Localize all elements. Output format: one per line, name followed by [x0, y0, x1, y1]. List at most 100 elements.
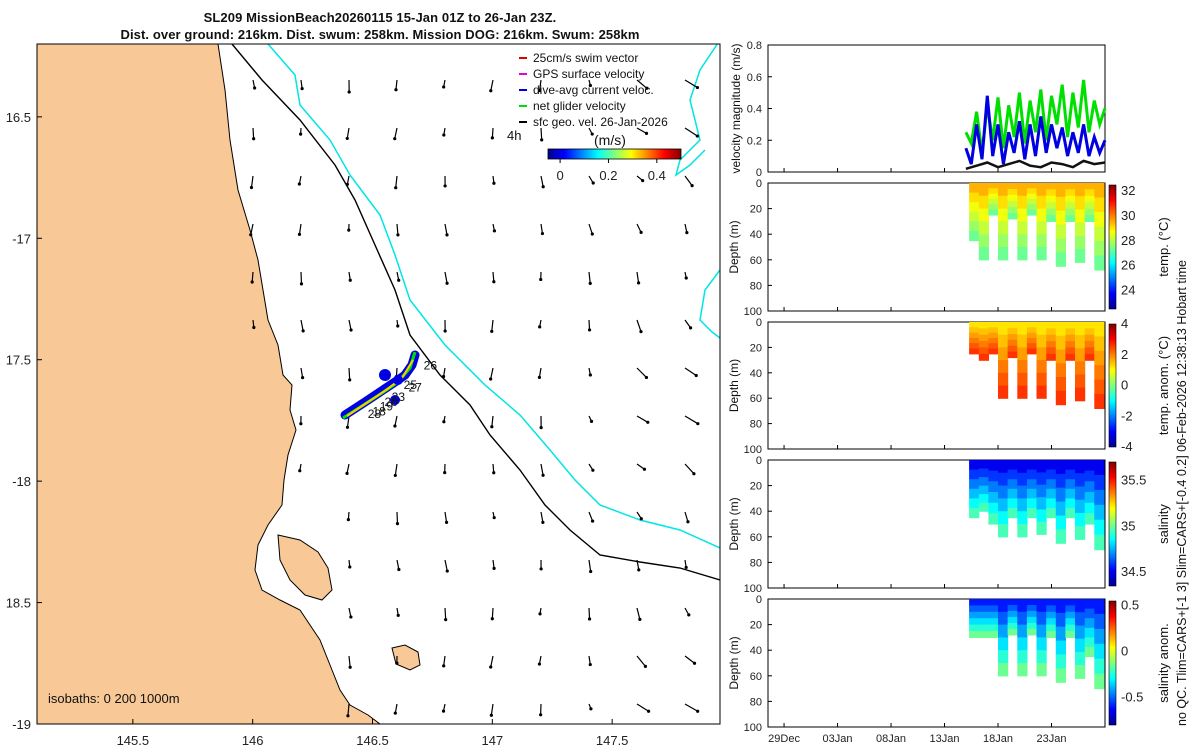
- profile-cell: [978, 605, 989, 613]
- velocity-vector-head: [644, 375, 649, 380]
- velocity-vector-head: [441, 709, 446, 713]
- velocity-vector: [636, 367, 647, 378]
- velocity-vector-head: [348, 378, 352, 382]
- velocity-ytick-label: 0.4: [747, 104, 762, 116]
- profile-ytick-label: 100: [744, 306, 762, 318]
- profile-ytick-label: 80: [750, 696, 762, 708]
- profile-cell: [1084, 208, 1095, 216]
- profile-colorbar-label: salinity anom.: [1156, 623, 1171, 702]
- velocity-vector-head: [687, 613, 691, 617]
- profile-cell: [1075, 651, 1086, 666]
- velocity-vector-head: [588, 83, 592, 88]
- profile-cell: [1084, 328, 1095, 336]
- profile-cell: [1017, 195, 1028, 210]
- velocity-vector: [298, 223, 302, 235]
- velocity-vector-head: [444, 520, 449, 524]
- profile-cell: [1026, 498, 1038, 509]
- time-tick-label: 23Jan: [1037, 733, 1067, 745]
- velocity-vector: [348, 655, 351, 668]
- velocity-vector: [491, 415, 494, 427]
- velocity-vector-head: [345, 136, 349, 141]
- geostrophic-velocity-vectors: [249, 79, 700, 718]
- velocity-vector: [300, 367, 304, 378]
- profile-ytick-label: 60: [750, 393, 762, 405]
- velocity-vector: [540, 127, 543, 140]
- profile-cell: [1075, 460, 1086, 474]
- profile-cell: [998, 524, 1009, 538]
- profile-colorbar-tick-label: 0: [1121, 644, 1128, 659]
- velocity-vector-head: [646, 420, 650, 424]
- profile-colorbar-tick-label: -2: [1121, 408, 1133, 423]
- profile-cell: [1017, 485, 1028, 499]
- velocity-ytick-label: 0.2: [747, 135, 762, 147]
- profile-cell: [1017, 637, 1028, 651]
- profile-cell: [988, 343, 999, 350]
- velocity-vector: [684, 175, 693, 186]
- velocity-vector-head: [492, 181, 496, 185]
- profile-ytick-label: 0: [756, 178, 762, 190]
- profile-cell: [978, 631, 989, 638]
- profile-cell: [1094, 534, 1105, 551]
- profile-cell: [978, 468, 989, 478]
- profile-panel-frame: [767, 321, 1106, 450]
- velocity-vector-head: [489, 89, 493, 93]
- velocity-vector: [636, 271, 640, 283]
- profile-cell: [1017, 347, 1028, 361]
- velocity-vector: [396, 559, 400, 570]
- profile-cell: [1036, 347, 1047, 361]
- profile-cell: [978, 234, 989, 248]
- profile-cell: [1075, 473, 1086, 487]
- profile-cell: [1065, 460, 1076, 471]
- velocity-vector-head: [490, 136, 494, 140]
- profile-cell: [1026, 348, 1038, 355]
- profile-cell: [1065, 605, 1076, 613]
- velocity-vector-head: [396, 324, 400, 328]
- profile-cell: [998, 385, 1009, 399]
- profile-cell: [1075, 612, 1086, 626]
- velocity-vector: [395, 175, 398, 188]
- profile-cell: [998, 322, 1009, 336]
- velocity-vector-head: [537, 662, 542, 666]
- velocity-vector-head: [541, 520, 545, 524]
- profile-cell: [988, 183, 999, 189]
- profile-cell: [978, 502, 989, 512]
- velocity-vector: [540, 463, 544, 476]
- profile-cell: [1026, 508, 1038, 519]
- profile-cell: [1084, 189, 1095, 197]
- velocity-vector: [636, 703, 649, 712]
- profile-cell: [988, 199, 999, 205]
- profile-cell: [998, 485, 1009, 499]
- velocity-vector: [540, 175, 544, 187]
- velocity-vector-head: [396, 613, 400, 617]
- velocity-vector: [684, 319, 692, 329]
- profile-cell: [1065, 618, 1076, 626]
- velocity-vector-head: [541, 473, 545, 477]
- profile-colorbar: [1108, 323, 1117, 448]
- profile-cell: [1055, 377, 1066, 392]
- profile-cell: [969, 488, 980, 499]
- profile-cell: [998, 334, 1009, 348]
- profile-cell: [1036, 460, 1047, 473]
- profile-cell: [1094, 673, 1105, 690]
- velocity-vector-head: [252, 137, 256, 141]
- profile-cell: [969, 348, 980, 355]
- profile-colorbar: [1108, 184, 1117, 310]
- velocity-vector-head: [539, 567, 543, 571]
- profile-cell: [1036, 183, 1047, 197]
- profile-cell: [969, 202, 980, 213]
- profile-cell: [969, 611, 980, 619]
- velocity-vector: [540, 223, 544, 234]
- time-axis: 29Dec 03Jan 08Jan 13Jan 18Jan 23Jan: [768, 168, 1067, 745]
- velocity-vector-head: [587, 617, 592, 621]
- velocity-vector: [394, 463, 398, 476]
- profile-cell: [1007, 333, 1018, 341]
- velocity-vector: [684, 703, 698, 712]
- map-axis-ticks: 145.5 146 146.5 147 147.5 16.5 -17 17.5 -18 18.5 -…: [6, 110, 629, 748]
- profile-cell: [978, 221, 989, 235]
- velocity-vector-head: [684, 276, 688, 280]
- profile-cell: [998, 247, 1009, 261]
- profile-cell: [1075, 222, 1086, 237]
- profile-cell: [1065, 208, 1076, 216]
